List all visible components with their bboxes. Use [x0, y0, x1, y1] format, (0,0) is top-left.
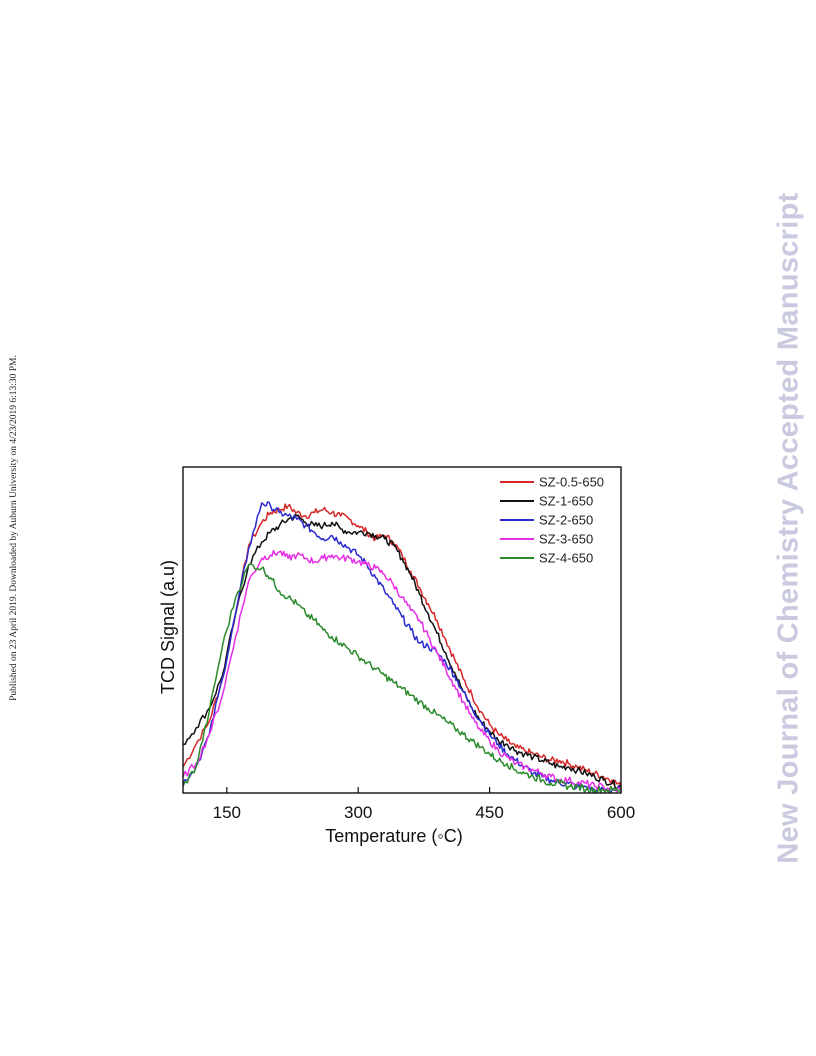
- legend-label: SZ-3-650: [539, 532, 593, 547]
- legend-label: SZ-0.5-650: [539, 475, 604, 490]
- x-tick-label: 150: [213, 803, 241, 822]
- plot-frame: [182, 466, 622, 794]
- x-axis-ticks: 150 300 450 600: [213, 787, 635, 822]
- series-line-sz-1-650: [182, 513, 622, 790]
- legend-label: SZ-2-650: [539, 513, 593, 528]
- x-tick-label: 450: [475, 803, 503, 822]
- x-tick-label: 600: [607, 803, 635, 822]
- y-axis-title: TCD Signal (a.u): [158, 560, 178, 694]
- plot-layer: [182, 501, 622, 794]
- legend-label: SZ-1-650: [539, 494, 593, 509]
- series-line-sz-3-650: [182, 549, 622, 793]
- x-axis-title: Temperature (◦C): [325, 826, 462, 846]
- legend-label: SZ-4-650: [539, 551, 593, 566]
- x-tick-label: 300: [344, 803, 372, 822]
- legend: SZ-0.5-650 SZ-1-650 SZ-2-650 SZ-3-650 SZ-4-6…: [500, 475, 604, 566]
- series-line-sz-4-650: [182, 563, 622, 794]
- series-line-sz-2-650: [182, 501, 622, 794]
